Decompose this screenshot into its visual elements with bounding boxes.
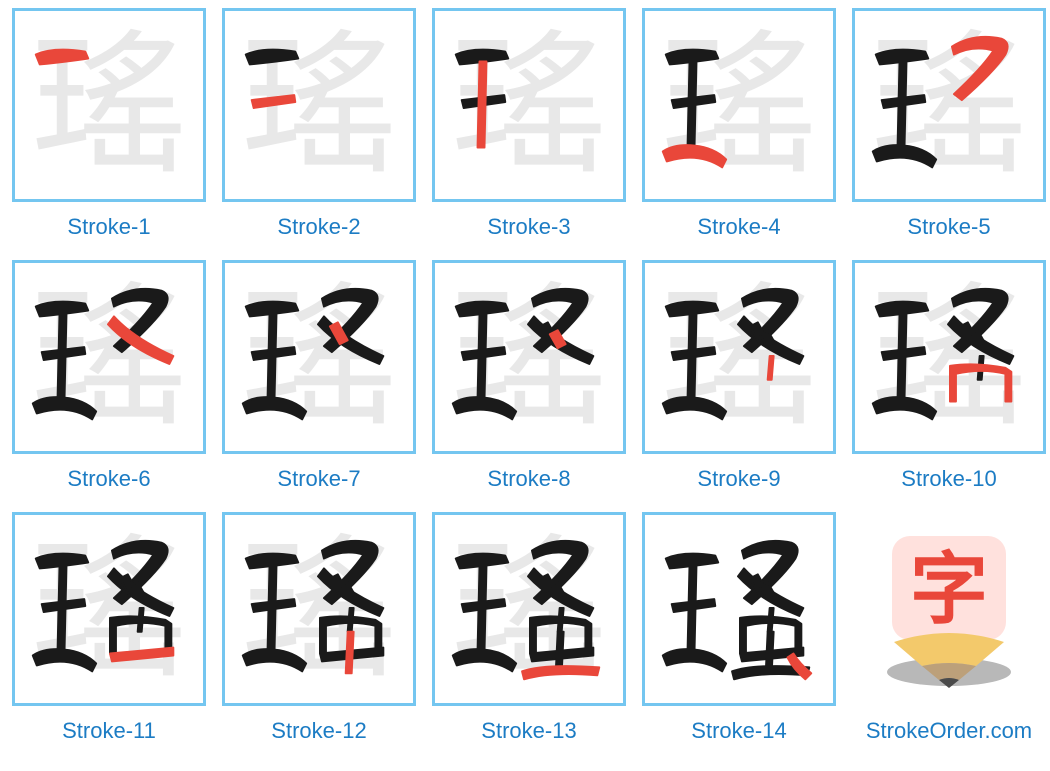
stroke-cell: 瑤 Stroke-5 <box>852 8 1046 240</box>
stroke-tile: 瑤 <box>852 8 1046 202</box>
stroke-caption: Stroke-9 <box>697 466 780 492</box>
stroke-caption: Stroke-14 <box>691 718 786 744</box>
stroke-tile: 瑤 <box>12 260 206 454</box>
stroke-cell: 瑤 Stroke-2 <box>222 8 416 240</box>
stroke-tile: 瑤 <box>432 8 626 202</box>
stroke-caption: Stroke-2 <box>277 214 360 240</box>
stroke-tile: 瑤 <box>222 8 416 202</box>
stroke-tile: 瑤 <box>222 512 416 706</box>
stroke-cell: 瑤 Stroke-9 <box>642 260 836 492</box>
stroke-cell: 瑤 Stroke-1 <box>12 8 206 240</box>
stroke-tile: 瑤 <box>642 260 836 454</box>
stroke-caption: Stroke-5 <box>907 214 990 240</box>
stroke-cell: 瑤 Stroke-13 <box>432 512 626 744</box>
stroke-tile: 瑤 <box>12 512 206 706</box>
svg-text:字: 字 <box>910 545 988 633</box>
stroke-cell: 瑤 Stroke-11 <box>12 512 206 744</box>
stroke-tile: 瑤 <box>642 8 836 202</box>
stroke-cell: 瑤 Stroke-8 <box>432 260 626 492</box>
stroke-caption: Stroke-3 <box>487 214 570 240</box>
stroke-cell: 瑤 Stroke-10 <box>852 260 1046 492</box>
stroke-cell: 瑤 Stroke-3 <box>432 8 626 240</box>
stroke-caption: Stroke-4 <box>697 214 780 240</box>
stroke-cell: 瑤 Stroke-6 <box>12 260 206 492</box>
stroke-tile: 瑤 <box>222 260 416 454</box>
stroke-grid: 瑤 Stroke-1 瑤 Stroke-2 瑤 Stroke-3 瑤 Stroke-4 瑤 Str… <box>12 8 1038 744</box>
stroke-caption: Stroke-12 <box>271 718 366 744</box>
stroke-caption: Stroke-6 <box>67 466 150 492</box>
stroke-caption: Stroke-8 <box>487 466 570 492</box>
stroke-cell: 瑤 Stroke-7 <box>222 260 416 492</box>
stroke-cell: Stroke-14 <box>642 512 836 744</box>
stroke-caption: Stroke-1 <box>67 214 150 240</box>
stroke-tile: 瑤 <box>432 512 626 706</box>
stroke-caption: Stroke-10 <box>901 466 996 492</box>
stroke-caption: Stroke-11 <box>62 718 156 744</box>
stroke-cell: 瑤 Stroke-12 <box>222 512 416 744</box>
stroke-tile: 瑤 <box>852 260 1046 454</box>
stroke-caption: Stroke-13 <box>481 718 576 744</box>
stroke-tile: 瑤 <box>12 8 206 202</box>
logo-cell: 字 StrokeOrder.com <box>852 512 1046 744</box>
stroke-tile: 瑤 <box>432 260 626 454</box>
stroke-cell: 瑤 Stroke-4 <box>642 8 836 240</box>
stroke-tile <box>642 512 836 706</box>
site-logo: 字 <box>852 512 1046 706</box>
stroke-caption: Stroke-7 <box>277 466 360 492</box>
site-label: StrokeOrder.com <box>866 718 1032 744</box>
